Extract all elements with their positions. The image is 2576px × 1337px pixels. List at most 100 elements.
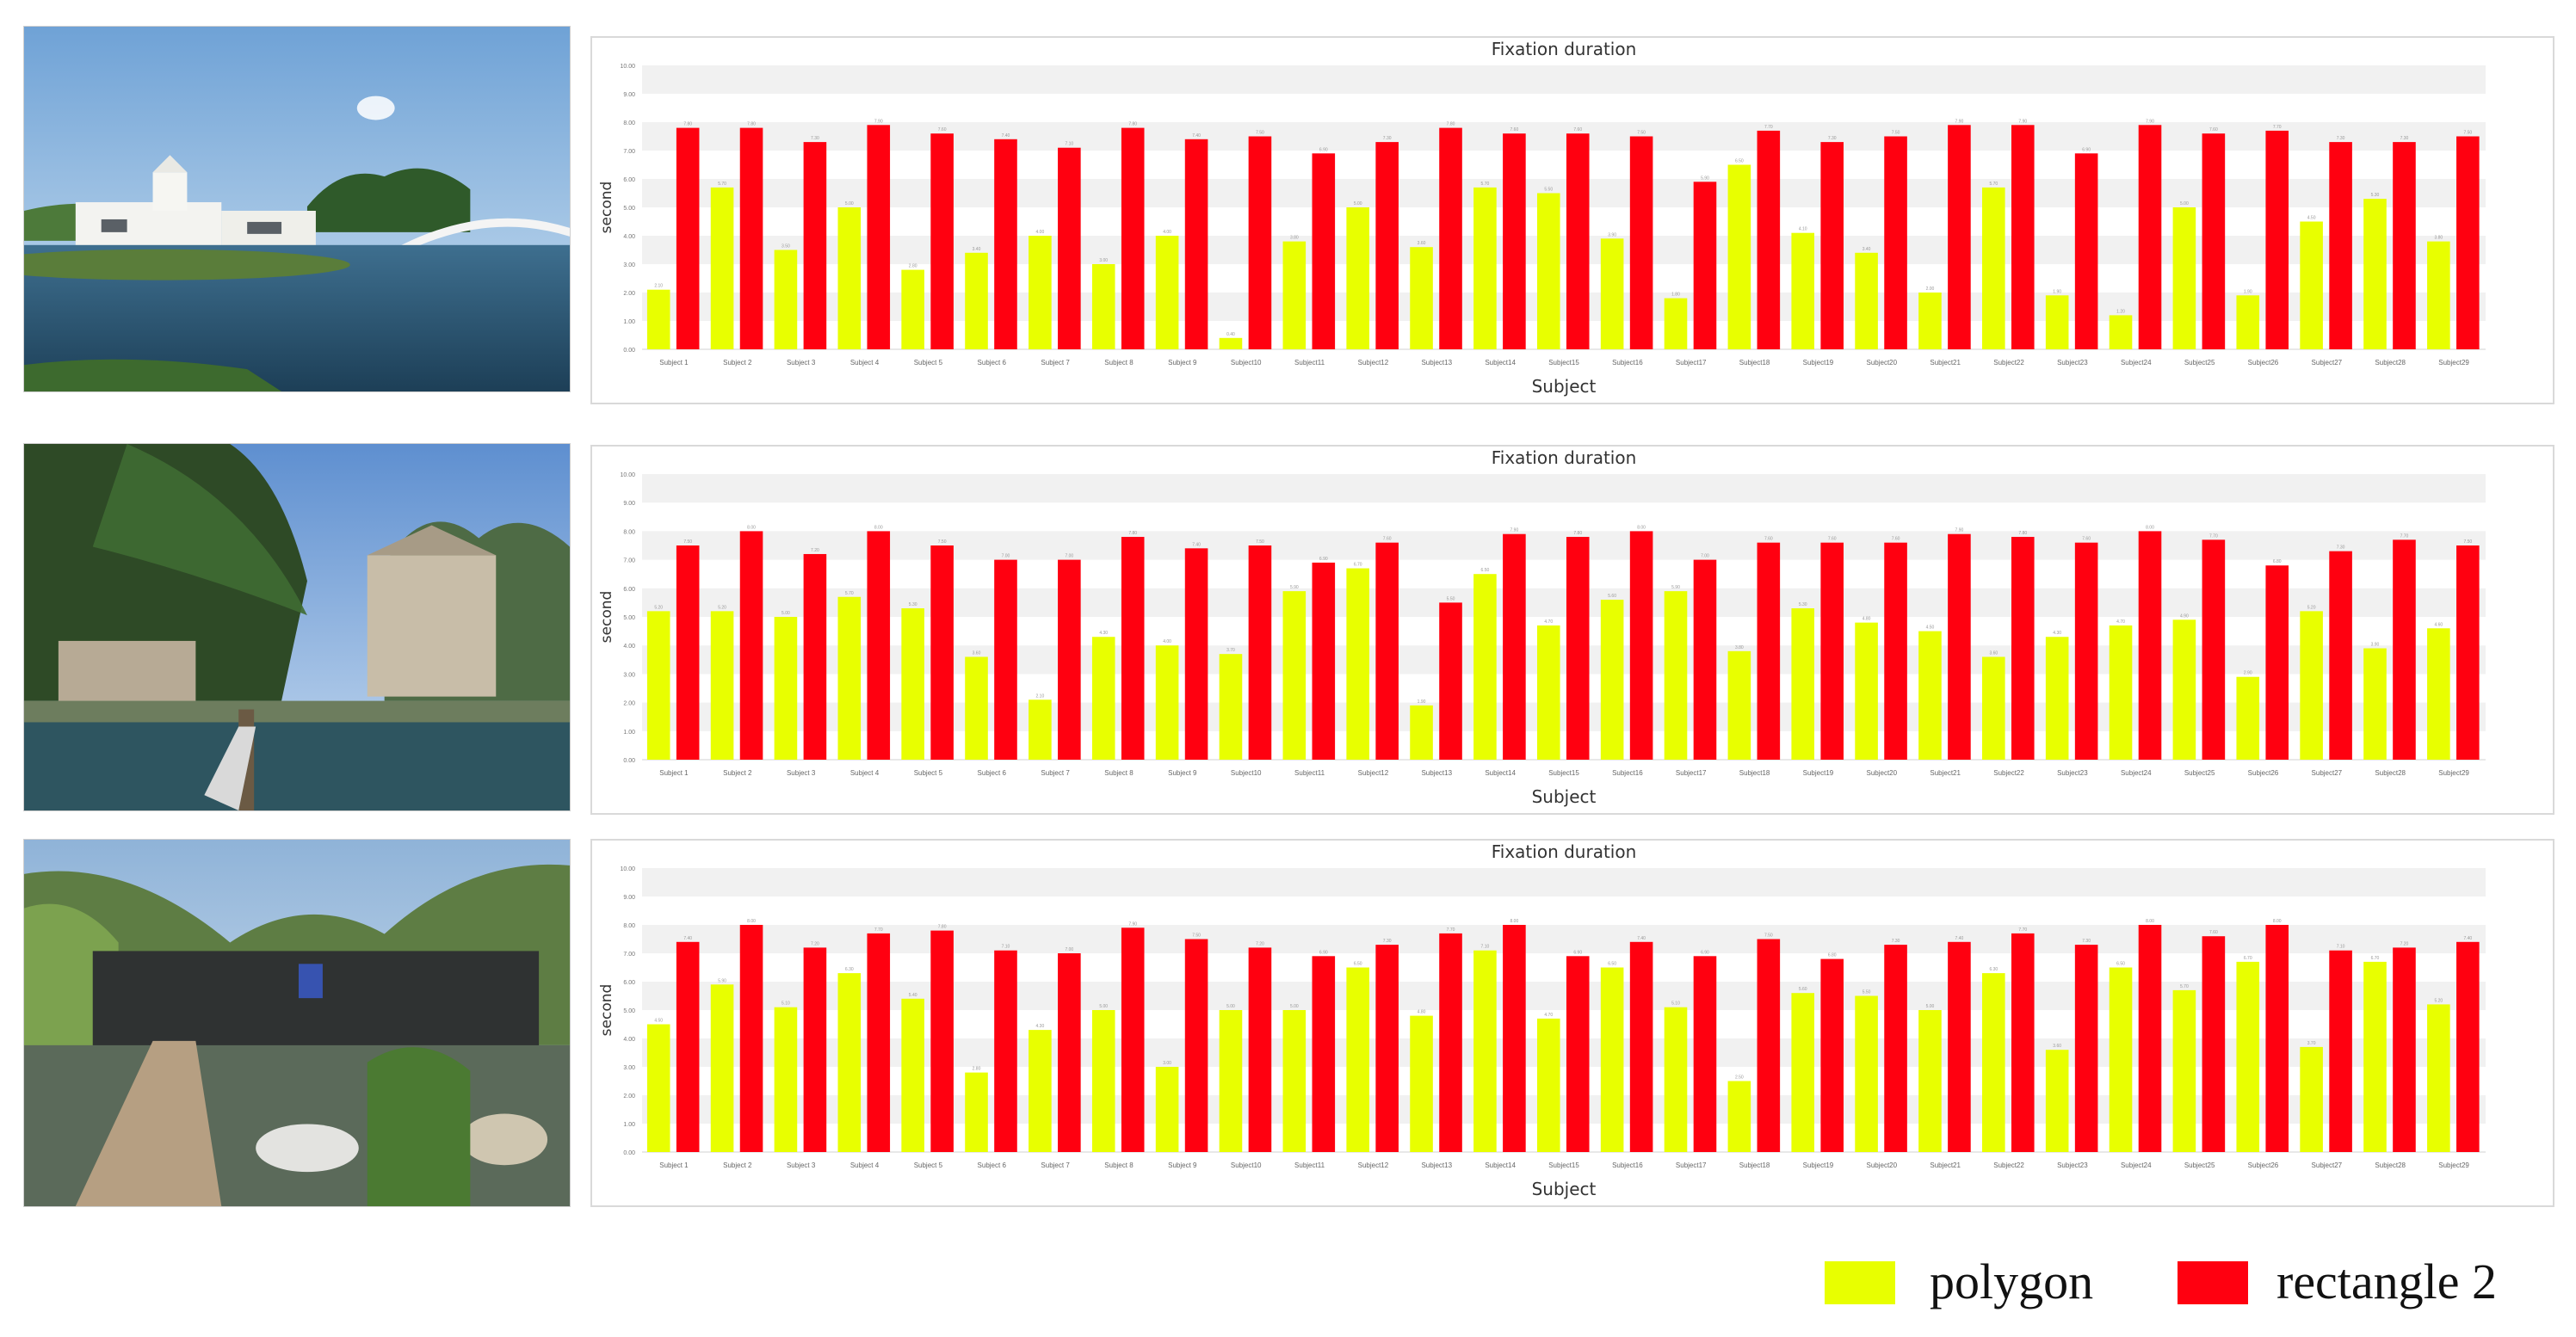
bar-rectangle [1375, 945, 1399, 1152]
y-tick-label: 0.00 [623, 348, 635, 354]
bar-polygon [1282, 1010, 1307, 1152]
x-tick-label: Subject10 [1231, 359, 1262, 367]
data-label: 7.70 [1764, 125, 1773, 130]
bar-polygon [2045, 637, 2069, 760]
bar-rectangle [1884, 542, 1907, 760]
bar-rectangle [1503, 533, 1526, 760]
data-label: 7.50 [1256, 539, 1264, 545]
bar-rectangle [1058, 953, 1081, 1152]
data-label: 5.00 [1226, 1004, 1235, 1009]
bar-rectangle [2265, 565, 2289, 760]
bar-rectangle [1248, 136, 1272, 349]
data-label: 1.80 [1671, 293, 1680, 298]
data-label: 7.50 [1637, 131, 1646, 136]
x-tick-label: Subject28 [2375, 769, 2406, 777]
x-tick-label: Subject16 [1612, 769, 1643, 777]
data-label: 6.70 [2244, 956, 2252, 961]
bar-rectangle [739, 925, 763, 1152]
bar-rectangle [2138, 125, 2162, 350]
data-label: 4.50 [2307, 216, 2316, 221]
data-label: 4.50 [654, 1019, 663, 1024]
data-label: 7.60 [1573, 127, 1582, 132]
data-label: 5.50 [1544, 188, 1553, 193]
bar-polygon [1473, 574, 1497, 760]
bar-rectangle [1375, 142, 1399, 349]
x-tick-label: Subject14 [1485, 359, 1516, 367]
data-label: 7.60 [2209, 127, 2218, 132]
data-label: 5.90 [1671, 585, 1680, 590]
data-label: 5.90 [718, 978, 726, 983]
bar-polygon [837, 973, 862, 1152]
bar-polygon [965, 1072, 988, 1152]
bar-rectangle [1439, 933, 1462, 1152]
bar-polygon [2427, 1004, 2450, 1152]
data-label: 3.80 [1735, 645, 1744, 650]
data-label: 3.60 [1989, 650, 1998, 656]
x-tick-label: Subject20 [1867, 769, 1898, 777]
bar-polygon [2172, 619, 2196, 760]
data-label: 7.20 [811, 941, 819, 946]
y-axis-label: second [598, 591, 615, 644]
bar-rectangle [1121, 927, 1145, 1152]
x-tick-label: Subject10 [1231, 1161, 1262, 1169]
bar-rectangle [2393, 142, 2416, 349]
bar-polygon [710, 187, 734, 349]
x-tick-label: Subject22 [1993, 359, 2024, 367]
data-label: 7.60 [2209, 930, 2218, 935]
x-tick-label: Subject24 [2121, 1161, 2152, 1169]
chart-title: Fixation duration [1492, 841, 1637, 862]
bar-polygon [2300, 221, 2323, 349]
data-label: 5.00 [2180, 201, 2189, 206]
bar-rectangle [676, 127, 700, 349]
bar-rectangle [1693, 559, 1717, 760]
data-label: 7.80 [1128, 531, 1137, 536]
data-label: 7.00 [1701, 554, 1709, 559]
data-label: 5.30 [2371, 193, 2380, 198]
data-label: 5.70 [718, 182, 726, 187]
photo-dark-building-mountains [23, 839, 571, 1207]
data-label: 4.80 [1863, 617, 1871, 622]
bar-rectangle [803, 947, 827, 1152]
x-tick-label: Subject 7 [1041, 1161, 1070, 1169]
bar-rectangle [1312, 153, 1336, 349]
data-label: 7.50 [2463, 131, 2472, 136]
bar-rectangle [2393, 947, 2416, 1152]
data-label: 4.30 [1099, 631, 1108, 636]
bar-rectangle [994, 950, 1017, 1152]
bar-polygon [2236, 295, 2260, 349]
data-label: 7.30 [2337, 545, 2345, 551]
bar-polygon [1918, 631, 1942, 760]
data-label: 2.10 [1036, 693, 1045, 699]
x-tick-label: Subject27 [2312, 1161, 2343, 1169]
y-tick-label: 5.00 [623, 206, 635, 212]
bar-rectangle [930, 133, 954, 349]
data-label: 7.80 [938, 925, 947, 930]
bar-polygon [1600, 238, 1624, 349]
x-tick-label: Subject26 [2248, 1161, 2279, 1169]
x-tick-label: Subject15 [1548, 359, 1579, 367]
y-axis-label: second [598, 984, 615, 1037]
data-label: 2.90 [2244, 671, 2252, 676]
data-label: 7.60 [1764, 537, 1773, 542]
x-tick-label: Subject 8 [1104, 359, 1134, 367]
x-tick-label: Subject29 [2438, 359, 2469, 367]
data-label: 5.70 [1481, 182, 1490, 187]
data-label: 8.00 [2146, 919, 2154, 924]
x-tick-label: Subject14 [1485, 1161, 1516, 1169]
y-tick-label: 2.00 [623, 701, 635, 707]
bar-polygon [774, 617, 798, 760]
data-label: 8.00 [1637, 525, 1646, 530]
bar-rectangle [2329, 142, 2352, 349]
bar-polygon [1855, 622, 1878, 760]
x-tick-label: Subject 8 [1104, 1161, 1134, 1169]
y-tick-label: 6.00 [623, 980, 635, 986]
data-label: 1.90 [2053, 289, 2061, 294]
bar-rectangle [867, 125, 891, 350]
data-label: 7.80 [1128, 122, 1137, 127]
bar-rectangle [2329, 551, 2352, 760]
bar-polygon [1791, 232, 1815, 349]
data-label: 5.90 [1701, 176, 1709, 181]
data-label: 7.50 [1764, 933, 1773, 939]
bar-rectangle [1566, 133, 1590, 349]
data-label: 6.90 [1319, 147, 1328, 152]
